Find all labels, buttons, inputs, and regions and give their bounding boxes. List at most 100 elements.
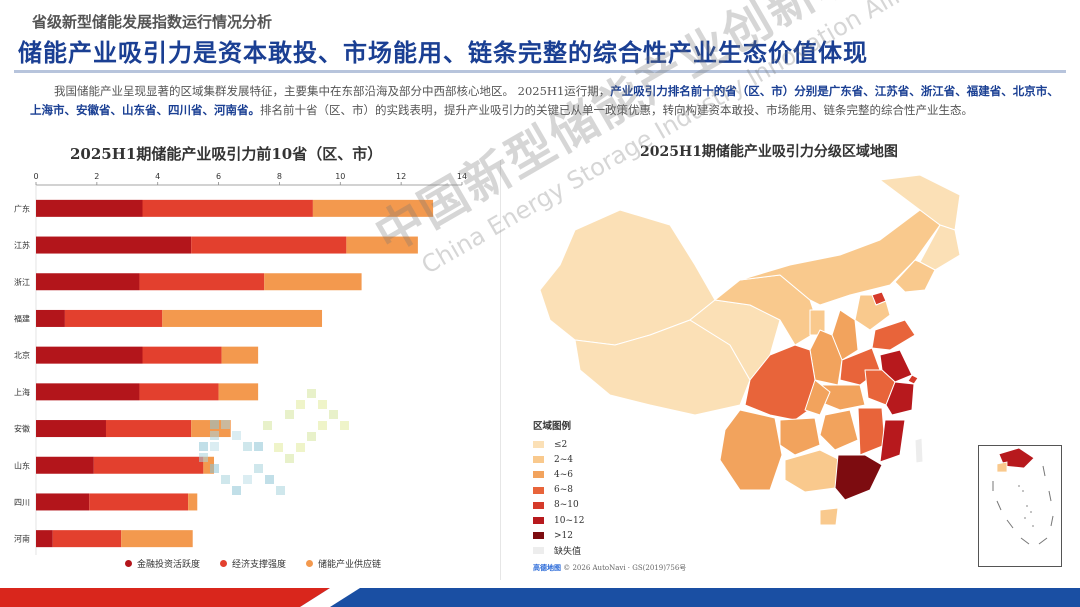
bar-segment bbox=[142, 346, 222, 364]
bar-segment bbox=[52, 530, 122, 548]
map-legend-row: 8~10 bbox=[533, 498, 584, 513]
map-legend-label: >12 bbox=[554, 530, 573, 541]
bar-segment bbox=[142, 199, 313, 217]
bar-segment bbox=[36, 236, 192, 254]
map-legend-row: >12 bbox=[533, 528, 584, 543]
province-guizhou bbox=[779, 417, 821, 456]
legend-label-economy: 经济支撑强度 bbox=[232, 560, 287, 570]
y-category-label: 四川 bbox=[14, 498, 30, 507]
x-tick-label: 12 bbox=[396, 172, 406, 181]
x-tick-label: 6 bbox=[216, 172, 221, 181]
map-legend-swatch bbox=[533, 456, 544, 464]
province-guangxi bbox=[784, 449, 841, 493]
map-provider-logo: 高德地图 bbox=[533, 563, 561, 572]
map-legend-label: 4~6 bbox=[554, 469, 573, 480]
map-legend-swatch bbox=[533, 486, 544, 494]
province-shanxi bbox=[831, 309, 859, 361]
map-copyright-text: © 2026 AutoNavi · GS(2019)756号 bbox=[563, 564, 687, 572]
map-legend-swatch bbox=[533, 517, 544, 525]
x-tick-label: 10 bbox=[335, 172, 345, 181]
bar-segment bbox=[36, 199, 143, 217]
bar-segment bbox=[162, 309, 323, 327]
legend-item-supply: 储能产业供应链 bbox=[306, 557, 381, 570]
map-legend-row: 2~4 bbox=[533, 452, 584, 467]
map-legend-row: 6~8 bbox=[533, 483, 584, 498]
province-jiangxi bbox=[857, 407, 886, 456]
province-jilin bbox=[919, 224, 961, 271]
alliance-logo-mark bbox=[199, 389, 349, 495]
footer-band-red bbox=[0, 588, 330, 607]
south-china-sea-inset bbox=[978, 445, 1062, 567]
bar-segment bbox=[188, 493, 198, 511]
map-legend: 区域图例 ≤2 2~4 4~6 6~8 8~10 10~12 >12 缺失值 bbox=[533, 418, 584, 559]
footer-band-stripe bbox=[300, 588, 360, 607]
intro-text-2: 排名前十省（区、市）的实践表明，提升产业吸引力的关键已从单一政策优惠，转向构建资… bbox=[260, 103, 973, 117]
map-copyright: 高德地图 © 2026 AutoNavi · GS(2019)756号 bbox=[533, 563, 686, 573]
footer-band bbox=[0, 588, 1080, 607]
map-legend-row: ≤2 bbox=[533, 437, 584, 452]
x-tick-label: 4 bbox=[155, 172, 160, 181]
bar-segment bbox=[36, 273, 140, 291]
x-tick-label: 8 bbox=[277, 172, 282, 181]
y-category-label: 广东 bbox=[14, 203, 30, 213]
bar-segment bbox=[36, 420, 106, 438]
x-tick-label: 0 bbox=[33, 172, 38, 181]
bar-segment bbox=[36, 493, 90, 511]
map-legend-row: 4~6 bbox=[533, 467, 584, 482]
bar-segment bbox=[36, 346, 143, 364]
y-category-label: 江苏 bbox=[14, 240, 30, 250]
bar-segment bbox=[139, 273, 265, 291]
x-tick-label: 2 bbox=[94, 172, 99, 181]
bar-chart-title: 2025H1期储能产业吸引力前10省（区、市） bbox=[70, 145, 383, 163]
province-tibet bbox=[574, 319, 751, 416]
bar-segment bbox=[203, 456, 215, 474]
bar-segment bbox=[64, 309, 163, 327]
page-subtitle: 省级新型储能发展指数运行情况分析 bbox=[32, 13, 273, 31]
y-category-label: 山东 bbox=[14, 460, 30, 470]
legend-item-economy: 经济支撑强度 bbox=[220, 557, 286, 570]
inset-province-hainan bbox=[996, 461, 1008, 473]
map-title: 2025H1期储能产业吸引力分级区域地图 bbox=[640, 144, 898, 160]
province-guangdong bbox=[834, 454, 883, 501]
y-category-label: 上海 bbox=[14, 387, 30, 397]
province-fujian bbox=[879, 419, 906, 463]
x-tick-label: 14 bbox=[457, 172, 467, 181]
map-legend-swatch bbox=[533, 547, 544, 555]
inset-dash-line bbox=[992, 465, 1054, 545]
legend-item-finance: 金融投资活跃度 bbox=[125, 557, 200, 570]
legend-label-finance: 金融投资活跃度 bbox=[137, 560, 201, 570]
bar-segment bbox=[264, 273, 362, 291]
province-hebei bbox=[854, 294, 891, 331]
bar-segment bbox=[89, 493, 189, 511]
province-hainan bbox=[819, 507, 839, 526]
y-category-label: 河南 bbox=[14, 534, 30, 544]
map-legend-label: 2~4 bbox=[554, 454, 573, 465]
province-yunnan bbox=[719, 409, 783, 491]
map-legend-swatch bbox=[533, 441, 544, 449]
map-legend-row: 10~12 bbox=[533, 513, 584, 528]
bar-segment bbox=[218, 383, 259, 401]
map-legend-swatch bbox=[533, 501, 544, 509]
title-divider bbox=[14, 70, 1066, 73]
inset-islands bbox=[1018, 485, 1034, 527]
intro-paragraph: 我国储能产业呈现显著的区域集群发展特征，主要集中在东部沿海及部分中西部核心地区。… bbox=[30, 82, 1060, 120]
bar-segment bbox=[121, 530, 193, 548]
bar-segment bbox=[93, 456, 204, 474]
map-legend-label: 6~8 bbox=[554, 485, 573, 496]
map-legend-swatch bbox=[533, 532, 544, 540]
bar-segment bbox=[346, 236, 418, 254]
map-legend-label: ≤2 bbox=[554, 439, 568, 450]
province-shandong bbox=[871, 319, 916, 351]
china-map bbox=[539, 174, 961, 526]
province-liaoning bbox=[894, 259, 936, 293]
province-chongqing bbox=[804, 379, 831, 416]
y-category-label: 安徽 bbox=[14, 424, 30, 434]
panel-divider bbox=[500, 160, 501, 580]
map-legend-swatch bbox=[533, 471, 544, 479]
bar-segment bbox=[36, 456, 94, 474]
south-china-sea-map bbox=[992, 447, 1054, 545]
y-category-label: 浙江 bbox=[14, 277, 30, 287]
legend-swatch-supply bbox=[306, 560, 314, 567]
bar-segment bbox=[221, 346, 259, 364]
